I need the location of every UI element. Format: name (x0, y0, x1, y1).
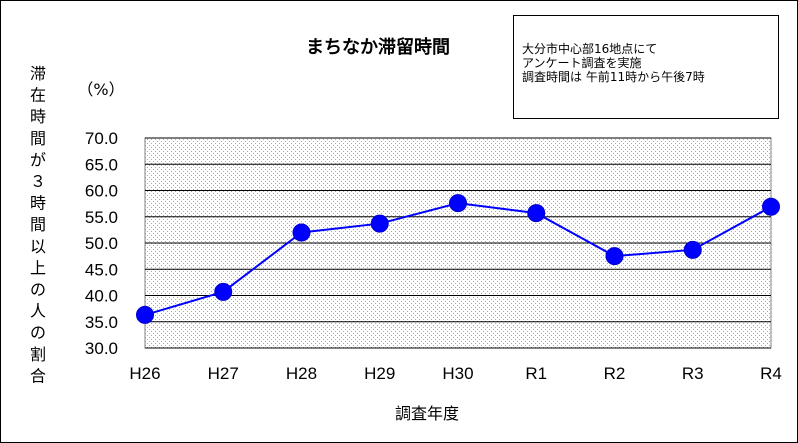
y-axis-label-char: 割 (30, 345, 46, 364)
x-tick-labels: H26 H27 H28 H29 H30 R1 R2 R3 R4 (129, 364, 781, 383)
x-tick-label: R2 (604, 364, 626, 383)
y-tick-label: 40.0 (85, 287, 118, 306)
y-tick-label: 55.0 (85, 208, 118, 227)
x-axis-label: 調査年度 (395, 404, 459, 423)
y-axis-label-char: 間 (30, 215, 46, 234)
data-point (527, 204, 546, 223)
y-tick-label: 50.0 (85, 234, 118, 253)
y-tick-label: 35.0 (85, 313, 118, 332)
x-tick-label: R1 (525, 364, 547, 383)
y-axis-label-char: の (30, 323, 46, 342)
y-axis-label-char: 以 (30, 237, 46, 256)
note-line: 調査時間は 午前11時から午後7時 (522, 70, 705, 84)
y-axis-label-char: が (30, 150, 46, 169)
note-line: アンケート調査を実施 (522, 56, 642, 70)
x-tick-label: H26 (129, 364, 160, 383)
y-axis-label-char: 上 (30, 258, 46, 277)
y-axis-label-char: 時 (30, 107, 46, 126)
x-tick-label: R4 (760, 364, 782, 383)
data-point (605, 247, 624, 266)
gridlines (145, 137, 771, 349)
x-tick-label: H29 (364, 364, 395, 383)
y-axis-label-char: ３ (30, 172, 46, 191)
y-tick-label: 30.0 (85, 339, 118, 358)
y-tick-label: 45.0 (85, 260, 118, 279)
x-tick-label: H28 (286, 364, 317, 383)
x-tick-label: H30 (442, 364, 473, 383)
y-axis-label-char: 合 (30, 366, 46, 385)
note-box: 大分市中心部16地点にて アンケート調査を実施 調査時間は 午前11時から午後7… (513, 15, 779, 119)
y-axis-label-char: の (30, 280, 46, 299)
y-axis-label-char: 間 (30, 129, 46, 148)
data-point (449, 194, 467, 213)
data-point (136, 305, 154, 324)
y-axis-label-char: 滞 (30, 64, 46, 83)
data-point (683, 240, 702, 259)
chart-title: まちなか滞留時間 (306, 36, 450, 58)
y-axis-label-char: 在 (30, 86, 46, 105)
y-axis-label-char: 人 (30, 302, 46, 321)
y-axis-label-char: 時 (30, 194, 46, 213)
y-tick-label: 70.0 (85, 129, 118, 148)
y-tick-label: 60.0 (85, 182, 118, 201)
x-tick-label: H27 (208, 364, 239, 383)
y-unit-label: （%） (77, 80, 124, 99)
data-point (762, 197, 780, 216)
x-tick-label: R3 (682, 364, 704, 383)
data-point (214, 282, 233, 301)
series-line (136, 194, 780, 324)
note-line: 大分市中心部16地点にて (522, 42, 658, 56)
y-tick-label: 65.0 (85, 155, 118, 174)
data-point (292, 223, 311, 242)
y-tick-labels: 70.0 65.0 60.0 55.0 50.0 45.0 40.0 35.0 30.0 (85, 129, 118, 358)
data-point (370, 214, 389, 233)
